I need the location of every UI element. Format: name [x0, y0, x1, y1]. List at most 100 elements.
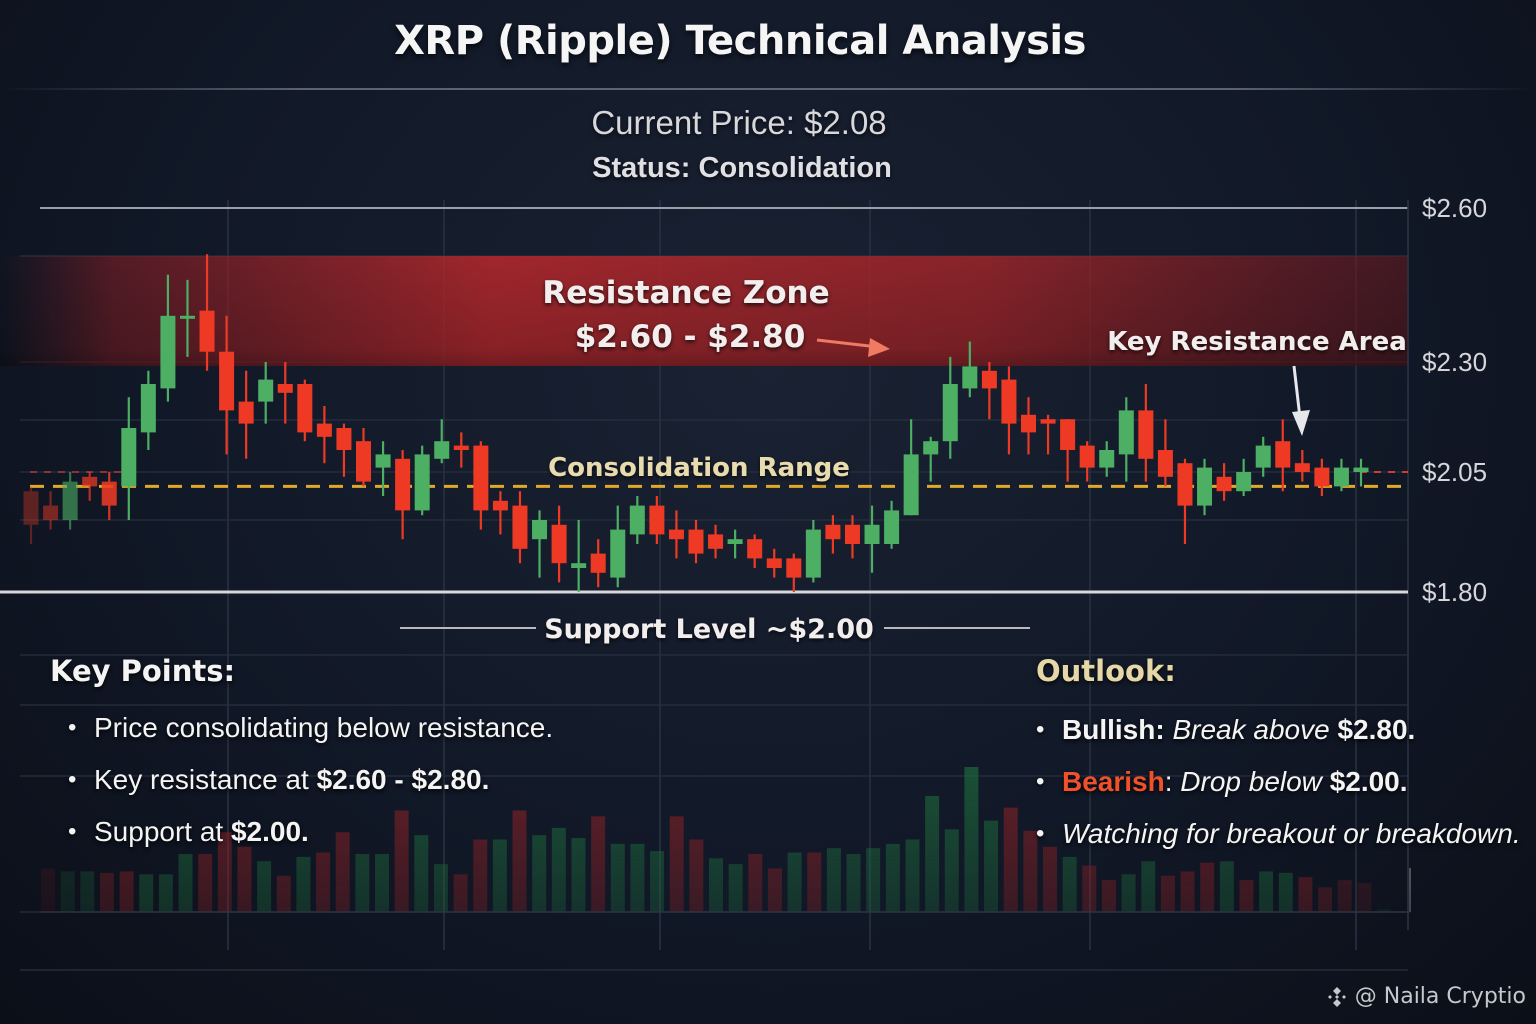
volume-bar [80, 871, 95, 912]
volume-bar [158, 874, 173, 912]
candle [747, 534, 763, 568]
candle-body [316, 423, 332, 437]
candle-body [219, 351, 235, 411]
volume-bar [1082, 865, 1097, 912]
candle [1197, 458, 1213, 516]
volume-bar [41, 868, 55, 912]
candle-body [825, 524, 841, 540]
candle-body [962, 366, 978, 389]
candle [649, 496, 665, 544]
candle-body [1314, 467, 1330, 487]
key-resistance-arrow-icon [1292, 365, 1310, 436]
candle-body [336, 428, 352, 450]
key-point-item: Support at $2.00. [68, 806, 553, 858]
candle [727, 529, 743, 559]
volume-bar [316, 852, 331, 912]
volume-bar [551, 827, 566, 912]
candle-body [258, 379, 274, 402]
candle [179, 279, 195, 357]
level-lines [0, 471, 1408, 594]
candle-body [805, 529, 821, 578]
candle [1079, 441, 1095, 482]
volume-bar [689, 839, 704, 912]
outlook-item-watching: Watching for breakout or breakdown. [1036, 808, 1521, 860]
candle-body [434, 441, 450, 459]
candle [786, 553, 802, 592]
candle-body [1001, 379, 1017, 424]
candle [1216, 463, 1232, 501]
y-tick-label: $2.30 [1422, 347, 1487, 377]
candle [160, 274, 176, 402]
support-level-label: Support Level ~$2.00 [544, 614, 874, 645]
outlook-list: Bullish: Break above $2.80. Bearish: Dro… [1036, 704, 1521, 860]
candle-body [277, 384, 293, 393]
y-tick-label: $2.60 [1422, 193, 1487, 223]
candle-body [43, 505, 59, 520]
candle [844, 515, 860, 559]
key-points-heading: Key Points: [50, 654, 236, 688]
candle [1099, 441, 1115, 477]
volume-bar [1023, 830, 1038, 912]
candle [668, 510, 684, 559]
volume-bar [709, 858, 723, 912]
resistance-zone-range: $2.60 - $2.80 [575, 319, 806, 355]
candle [356, 428, 371, 487]
volume-bar [355, 854, 370, 912]
outlook-item-bearish: Bearish: Drop below $2.00. [1036, 756, 1521, 808]
candle [1275, 419, 1291, 492]
candle [473, 441, 489, 530]
volume-bar [610, 843, 625, 912]
candle-body [649, 505, 665, 535]
volume-bar [571, 838, 586, 912]
volume-bar [1062, 856, 1077, 912]
candle [1001, 366, 1017, 455]
candle-body [688, 529, 704, 554]
candle-body [532, 520, 548, 540]
candle-body [82, 476, 98, 487]
volume-bar [964, 767, 979, 912]
candle [551, 505, 567, 583]
candle-body [981, 370, 997, 389]
volume-bar [885, 843, 900, 912]
candle [23, 486, 39, 544]
candle [199, 254, 215, 371]
candle [82, 472, 98, 501]
candle [1236, 458, 1252, 496]
candle-body [1021, 414, 1036, 433]
volume-bar [767, 868, 782, 912]
candle [708, 524, 724, 559]
volume-bar [276, 875, 291, 912]
volume-bar [1278, 872, 1293, 912]
candle-body [571, 563, 587, 568]
candle-body [1197, 467, 1213, 506]
current-price: Current Price: $2.08 [591, 104, 887, 141]
candle-body [395, 458, 411, 511]
candle [375, 441, 391, 496]
candle-body [1236, 472, 1252, 492]
volume-bar [375, 854, 389, 912]
candle-body [1060, 419, 1076, 450]
candle [1294, 450, 1310, 482]
candle [532, 510, 548, 578]
candle-body [1118, 410, 1134, 455]
candle [297, 379, 313, 442]
candle-body [844, 524, 860, 544]
volume-bar [846, 854, 861, 912]
volume-bar [1298, 877, 1313, 912]
candle-body [1099, 450, 1115, 468]
candle-body [747, 539, 763, 559]
candle-body [356, 441, 371, 482]
page-title: XRP (Ripple) Technical Analysis [394, 18, 1086, 64]
title-divider [0, 88, 1536, 90]
candle [1177, 458, 1193, 544]
volume-bar [1200, 862, 1215, 912]
candle-body [492, 500, 508, 511]
consolidation-range-label: Consolidation Range [548, 453, 850, 483]
candle-body [903, 454, 919, 516]
volume-bar [1357, 883, 1372, 912]
candle [903, 419, 919, 516]
candle-body [1040, 419, 1056, 424]
candle [884, 500, 900, 549]
candle-body [453, 445, 469, 450]
volume-bar [257, 861, 272, 912]
